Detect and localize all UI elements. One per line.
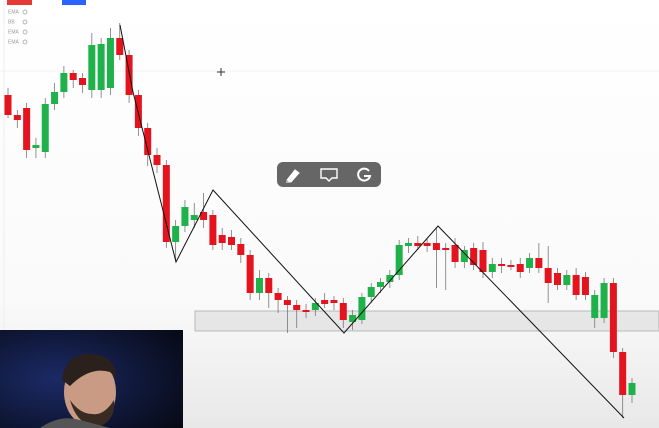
- candle-body: [470, 248, 478, 265]
- candle-body: [619, 352, 627, 395]
- zigzag-drawing: [119, 24, 625, 419]
- candle-body: [349, 315, 357, 322]
- indicator-label: BB: [8, 19, 15, 25]
- candle-body: [190, 215, 198, 220]
- candle-body: [377, 282, 385, 287]
- sell-button[interactable]: [7, 0, 32, 5]
- candle-body: [591, 295, 599, 318]
- candle-body: [23, 108, 31, 150]
- candle-body: [460, 250, 468, 262]
- candle-body: [395, 245, 403, 275]
- candle-body: [4, 95, 12, 115]
- candle-body: [125, 55, 133, 95]
- crosshair: [217, 68, 225, 76]
- candle-body: [79, 78, 87, 85]
- candle-body: [51, 92, 59, 104]
- candle-body: [442, 248, 450, 250]
- candle-body: [265, 278, 273, 293]
- pencil-icon[interactable]: [286, 169, 300, 183]
- candle-body: [572, 275, 580, 295]
- toolbar-bg: [277, 162, 381, 187]
- buy-button[interactable]: [62, 0, 86, 5]
- toolbar: [277, 162, 381, 187]
- candle-body: [600, 283, 608, 318]
- candle-body: [209, 215, 217, 245]
- candle-body: [423, 243, 431, 246]
- candle-body: [255, 278, 263, 293]
- candle-body: [321, 300, 329, 304]
- candle-body: [283, 300, 291, 305]
- candle-body: [237, 244, 245, 255]
- candle-body: [414, 243, 422, 246]
- candle-body: [563, 275, 571, 285]
- candles: [4, 23, 636, 418]
- candle-body: [88, 45, 96, 90]
- candle-body: [386, 275, 394, 282]
- candle-body: [628, 383, 636, 395]
- eye-icon: [22, 19, 28, 25]
- webcam: [0, 330, 183, 428]
- candle-body: [358, 297, 366, 320]
- candle-body: [13, 115, 21, 120]
- candle-body: [544, 268, 552, 283]
- comment-icon[interactable]: [320, 168, 338, 182]
- candle-body: [479, 250, 487, 272]
- indicator-label: EMA: [8, 9, 20, 15]
- candle-body: [200, 212, 208, 220]
- candle-body: [172, 226, 180, 242]
- shirt: [40, 418, 110, 428]
- indicator-label: EMA: [8, 39, 20, 45]
- candle-body: [246, 255, 254, 293]
- candle-body: [339, 303, 347, 320]
- candle-body: [274, 293, 282, 300]
- eye-icon: [22, 39, 28, 45]
- indicator-legend: EMA BB EMA EMA: [8, 9, 28, 45]
- candle-body: [302, 310, 310, 312]
- candle-body: [526, 258, 534, 268]
- candle-body: [218, 235, 226, 243]
- candle-body: [367, 287, 375, 297]
- candle-body: [32, 145, 40, 148]
- candle-body: [330, 300, 338, 303]
- candle-body: [106, 38, 114, 88]
- candle-body: [609, 283, 617, 352]
- candle-body: [553, 273, 561, 285]
- candle-body: [516, 264, 524, 272]
- candle-body: [153, 155, 161, 165]
- candle-body: [488, 264, 496, 272]
- candle-body: [311, 303, 319, 310]
- eye-icon: [22, 9, 28, 15]
- candle-body: [228, 237, 236, 245]
- candle-body: [535, 258, 543, 268]
- candle-body: [41, 104, 49, 152]
- indicator-label: EMA: [8, 29, 20, 35]
- candle-body: [432, 243, 440, 250]
- candle-body: [144, 128, 152, 155]
- candle-body: [293, 305, 301, 310]
- candle-body: [451, 245, 459, 262]
- candle-body: [404, 243, 412, 246]
- candle-body: [507, 265, 515, 267]
- candle-body: [60, 73, 68, 92]
- candle-body: [116, 38, 124, 55]
- candle-body: [97, 44, 105, 90]
- beard: [70, 400, 115, 427]
- support-zone: [194, 310, 659, 332]
- candle-body: [498, 264, 506, 266]
- hair: [62, 353, 116, 386]
- candle-body: [581, 277, 589, 295]
- candle-body: [162, 165, 170, 242]
- candle-body: [181, 207, 189, 226]
- eye-icon: [22, 29, 28, 35]
- g-icon[interactable]: [357, 167, 372, 182]
- candle-body: [69, 73, 77, 80]
